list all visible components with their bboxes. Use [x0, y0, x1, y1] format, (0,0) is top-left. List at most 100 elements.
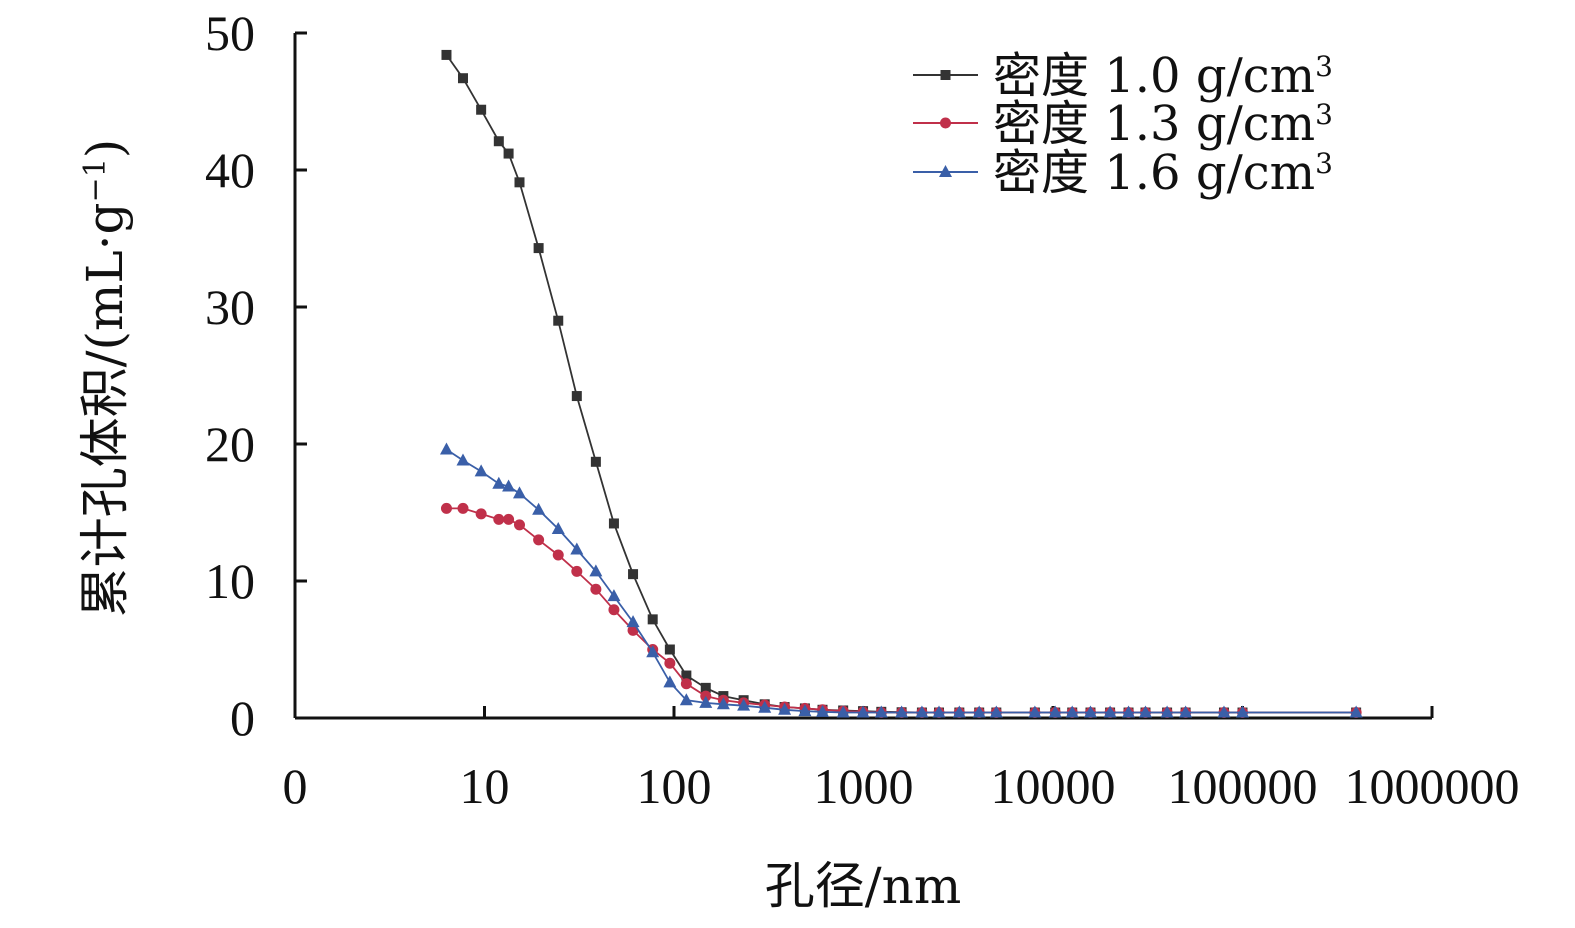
data-point-triangle: [1236, 705, 1250, 718]
legend-label-exponent: 3: [1315, 50, 1333, 83]
y-axis: 0 10 20 30 40 50: [205, 5, 307, 746]
legend-label-text: 密度 1.3 g/cm: [993, 96, 1315, 152]
legend-item-1: 密度 1.0 g/cm3: [913, 48, 1333, 104]
series-3: [439, 442, 1363, 718]
data-point-triangle: [512, 486, 526, 499]
data-point-square: [493, 136, 504, 147]
data-point-triangle: [895, 705, 909, 718]
data-point-triangle: [1138, 705, 1152, 718]
x-tick-label: 0: [283, 758, 308, 814]
data-point-triangle: [798, 704, 812, 717]
data-point-triangle: [932, 705, 946, 718]
data-point-triangle: [589, 564, 603, 577]
data-point-triangle: [1048, 705, 1062, 718]
x-tick-label: 10: [460, 758, 510, 814]
data-point-triangle: [626, 615, 640, 628]
x-tick-label: 1000: [814, 758, 914, 814]
data-point-square: [553, 315, 564, 326]
data-point-circle: [475, 508, 487, 520]
data-point-triangle: [952, 705, 966, 718]
data-point-square: [700, 682, 711, 693]
legend-label-text: 密度 1.6 g/cm: [993, 145, 1315, 201]
data-point-triangle: [474, 464, 488, 477]
data-point-square: [681, 670, 692, 681]
x-tick-label: 1000000: [1345, 758, 1520, 814]
data-point-triangle: [758, 700, 772, 713]
y-tick-label: 20: [205, 416, 255, 472]
data-point-circle: [608, 604, 620, 616]
data-point-square: [608, 518, 619, 529]
data-point-triangle: [1160, 705, 1174, 718]
y-axis-title-tail: ): [76, 139, 134, 159]
series-line: [446, 448, 1357, 714]
x-tick-label: 100: [637, 758, 712, 814]
data-point-circle: [571, 565, 583, 577]
data-point-circle: [680, 678, 692, 690]
data-point-square: [514, 177, 525, 188]
data-point-circle: [552, 549, 564, 561]
data-point-triangle: [492, 476, 506, 489]
legend-label: 密度 1.6 g/cm3: [993, 145, 1333, 201]
data-point-triangle: [972, 705, 986, 718]
data-point-triangle: [646, 645, 660, 658]
data-point-triangle: [502, 479, 516, 492]
y-tick-label: 10: [205, 553, 255, 609]
data-point-triangle: [551, 521, 565, 534]
data-point-triangle: [836, 705, 850, 718]
data-point-square: [647, 614, 658, 625]
legend-label-exponent: 3: [1315, 147, 1333, 180]
series-layer: [439, 49, 1363, 719]
data-point-triangle: [1028, 705, 1042, 718]
data-point-triangle: [1349, 705, 1363, 718]
data-point-triangle: [915, 705, 929, 718]
x-tick-label: 100000: [1168, 758, 1318, 814]
data-point-triangle: [699, 695, 713, 708]
data-point-square: [628, 569, 639, 580]
data-point-triangle: [716, 697, 730, 710]
data-point-triangle: [663, 675, 677, 688]
legend-label-text: 密度 1.0 g/cm: [993, 48, 1315, 104]
y-tick-label: 50: [205, 5, 255, 61]
series-2: [440, 502, 1362, 719]
y-tick-label: 40: [205, 142, 255, 198]
data-point-triangle: [856, 705, 870, 718]
legend-label: 密度 1.0 g/cm3: [993, 48, 1333, 104]
data-point-triangle: [679, 693, 693, 706]
data-point-square: [940, 70, 951, 80]
data-point-circle: [493, 513, 505, 525]
data-point-triangle: [532, 502, 546, 515]
data-point-triangle: [989, 705, 1003, 718]
legend-label: 密度 1.3 g/cm3: [993, 96, 1333, 152]
data-point-square: [590, 456, 601, 467]
y-axis-title: 累计孔体积/(mL·g−1): [76, 139, 134, 618]
y-tick-label: 0: [230, 690, 255, 746]
data-point-circle: [457, 502, 469, 514]
data-point-circle: [513, 519, 525, 531]
data-point-triangle: [1065, 705, 1079, 718]
data-point-triangle: [939, 165, 952, 177]
data-point-triangle: [874, 705, 888, 718]
y-axis-title-main: 累计孔体积/(mL·g: [76, 202, 134, 617]
data-point-triangle: [1083, 705, 1097, 718]
x-axis-title: 孔径/nm: [765, 857, 961, 915]
data-point-circle: [533, 534, 545, 546]
data-point-square: [457, 73, 468, 84]
y-tick-label: 30: [205, 279, 255, 335]
data-point-circle: [940, 117, 951, 129]
x-tick-label: 10000: [991, 758, 1116, 814]
data-point-circle: [590, 583, 602, 595]
data-point-triangle: [1179, 705, 1193, 718]
data-point-triangle: [1122, 705, 1136, 718]
data-point-triangle: [456, 453, 470, 466]
data-point-square: [441, 49, 452, 60]
legend-label-exponent: 3: [1315, 98, 1333, 131]
data-point-triangle: [1103, 705, 1117, 718]
data-point-circle: [440, 502, 452, 514]
data-point-triangle: [439, 442, 453, 455]
data-point-square: [533, 243, 544, 254]
legend-item-3: 密度 1.6 g/cm3: [913, 145, 1333, 201]
y-axis-title-exponent: −1: [78, 158, 113, 202]
x-axis: 0 10 100 1000 10000 100000 1000000: [283, 706, 1520, 814]
data-point-square: [571, 391, 582, 402]
